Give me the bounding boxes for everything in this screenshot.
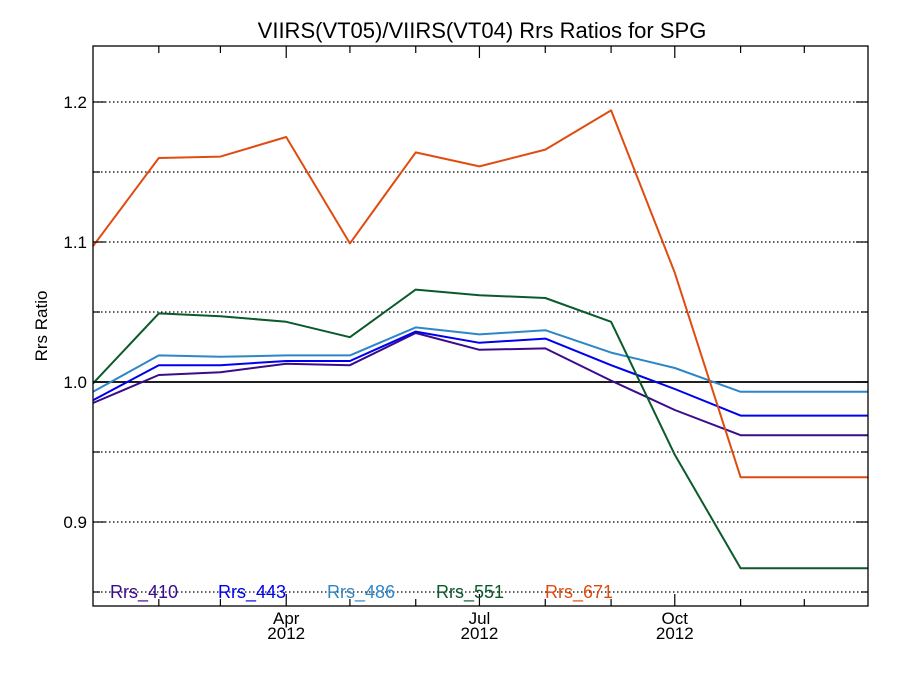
chart-title: VIIRS(VT05)/VIIRS(VT04) Rrs Ratios for S… [258,18,707,43]
series-line-rrs-671 [92,109,868,479]
y-tick-label: 1.1 [63,233,87,252]
legend-item-rrs-671: Rrs_671 [545,582,613,603]
legend: Rrs_410 Rrs_443 Rrs_486 Rrs_551 Rrs_671 [110,582,613,603]
x-tick-label-month: Oct [662,609,689,628]
legend-item-rrs-551: Rrs_551 [436,582,504,603]
x-tick-label-year: 2012 [656,624,694,643]
plot-frame [92,45,869,607]
x-tick-label-year: 2012 [267,624,305,643]
y-tick-label: 1.2 [63,93,87,112]
y-tick-labels: 0.9 1.0 1.1 1.2 [63,93,87,532]
series-line-rrs-551 [92,288,868,570]
series-line-rrs-443 [92,330,868,417]
axes [92,45,869,607]
legend-item-rrs-486: Rrs_486 [327,582,395,603]
y-tick-label: 0.9 [63,513,87,532]
x-tick-label-month: Apr [273,609,300,628]
grid-lines [93,101,868,593]
legend-item-rrs-443: Rrs_443 [218,582,286,603]
series-line-rrs-486 [92,326,868,393]
legend-item-rrs-410: Rrs_410 [110,582,178,603]
y-axis-label: Rrs Ratio [32,291,51,362]
series-line-rrs-410 [92,332,868,437]
x-tick-label-month: Jul [469,609,491,628]
x-tick-label-year: 2012 [461,624,499,643]
series-lines [92,109,868,570]
y-tick-label: 1.0 [63,373,87,392]
